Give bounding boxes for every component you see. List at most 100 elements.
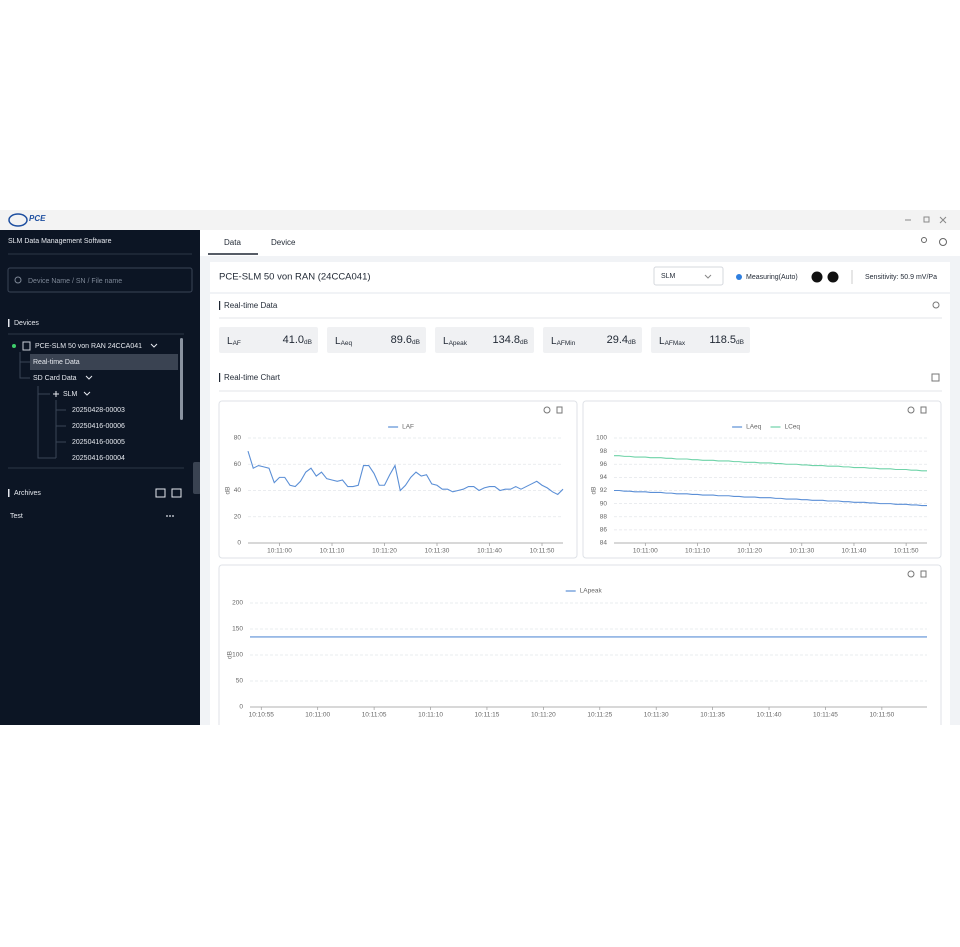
more-menu[interactable] [166, 515, 174, 517]
collapse-handle[interactable] [193, 462, 201, 494]
metric-label: LAeq [335, 336, 353, 347]
y-tick-label: 50 [236, 678, 244, 685]
logo-mark [8, 213, 28, 227]
chevron [704, 274, 712, 279]
add-archive[interactable] [155, 488, 166, 498]
y-tick-label: 60 [234, 461, 242, 468]
chart-delete[interactable] [556, 406, 563, 414]
x-tick-label: 10:11:15 [475, 712, 500, 719]
chevron[interactable] [150, 343, 158, 348]
mode-value: SLM [661, 273, 676, 280]
y-tick-label: 0 [239, 704, 243, 711]
y-tick-label: 100 [232, 652, 243, 659]
chart-panel [582, 400, 942, 559]
metric-reading: 118.5dB [709, 334, 744, 346]
import-archive[interactable] [171, 488, 182, 498]
user-icon[interactable] [921, 237, 927, 243]
series-line [614, 489, 927, 507]
metrics: LAF 41.0dB LAeq 89.6dB LApeak 134.8dB LAFMin 29… [219, 327, 750, 353]
x-tick-label: 10:11:50 [894, 548, 919, 555]
tab[interactable]: Device [271, 238, 296, 247]
metric-symbol: L [443, 336, 449, 347]
x-tick-label: 10:11:30 [644, 712, 669, 719]
file-item[interactable]: 20250416-00006 [72, 423, 125, 430]
tab[interactable]: Data [224, 238, 241, 247]
charts: 0 20 40 60 80 dB 10:11:00 10:11:10 10:11:20 10:11… [225, 424, 927, 719]
x-tick-label: 10:11:00 [305, 712, 330, 719]
metric-subscript: AFMax [665, 340, 686, 347]
online-dot [12, 344, 16, 348]
metric-reading: 89.6dB [391, 334, 420, 346]
device-name[interactable]: PCE-SLM 50 von RAN 24CCA041 [35, 343, 142, 350]
heading-bar [8, 319, 10, 327]
file-item[interactable]: 20250428-00003 [72, 407, 125, 414]
logo: PCE [29, 214, 46, 223]
metric-subscript: AFMin [557, 340, 576, 347]
chart-delete[interactable] [920, 406, 927, 414]
metric-card [651, 327, 750, 353]
chart-settings[interactable] [907, 406, 915, 414]
tab-bar [200, 230, 960, 256]
stop-button[interactable] [827, 271, 839, 283]
x-tick-label: 10:11:45 [813, 712, 838, 719]
maximize[interactable] [923, 216, 930, 223]
mode-select[interactable] [653, 266, 724, 286]
x-tick-label: 10:11:20 [737, 548, 762, 555]
y-tick-label: 20 [234, 513, 242, 520]
x-tick-label: 10:11:10 [320, 548, 345, 555]
x-tick-label: 10:11:30 [789, 548, 814, 555]
pause-button[interactable] [811, 271, 823, 283]
legend-label: LApeak [580, 588, 603, 595]
y-tick-label: 0 [237, 540, 241, 547]
status-dot [736, 274, 742, 280]
tree-item[interactable]: SLM [63, 391, 78, 398]
tree-item[interactable]: Real-time Data [33, 359, 80, 366]
y-tick-label: 150 [232, 626, 243, 633]
chart-delete[interactable] [920, 570, 927, 578]
file-item[interactable]: 20250416-00005 [72, 439, 125, 446]
metric-subscript: Apeak [449, 340, 468, 347]
search-icon [14, 276, 22, 284]
x-tick-label: 10:11:00 [633, 548, 658, 555]
legend-label: LAF [402, 424, 414, 431]
metric-unit: dB [520, 339, 528, 346]
section-title: Real-time Data [224, 301, 278, 310]
metric-reading: 134.8dB [493, 334, 528, 346]
metric-label: LAF [227, 336, 241, 347]
metric-label: LAFMax [659, 336, 686, 347]
heading-bar [8, 489, 10, 497]
y-axis-label: dB [227, 651, 234, 659]
tree-selected [30, 354, 178, 370]
x-tick-label: 10:11:40 [477, 548, 502, 555]
settings-icon[interactable] [939, 238, 947, 246]
y-tick-label: 90 [600, 500, 608, 507]
x-tick-label: 10:11:25 [587, 712, 612, 719]
y-axis-label: dB [225, 487, 232, 495]
y-tick-label: 100 [596, 435, 607, 442]
chevron[interactable] [85, 375, 93, 380]
archive-item[interactable]: Test [10, 513, 23, 520]
metric-value: 134.8 [493, 334, 521, 346]
legend-label: LCeq [785, 424, 801, 431]
export-icon[interactable] [931, 373, 940, 382]
x-tick-label: 10:11:30 [425, 548, 450, 555]
search-box[interactable] [7, 267, 193, 293]
x-tick-label: 10:11:50 [869, 712, 894, 719]
metric-reading: 41.0dB [283, 334, 312, 346]
x-tick-label: 10:11:35 [700, 712, 725, 719]
metric-card [327, 327, 426, 353]
close[interactable] [939, 216, 947, 224]
file-item[interactable]: 20250416-00004 [72, 455, 125, 462]
metric-value: 29.4 [607, 334, 628, 346]
chart-settings[interactable] [543, 406, 551, 414]
chart-settings[interactable] [907, 570, 915, 578]
y-tick-label: 80 [234, 435, 242, 442]
metric-card [435, 327, 534, 353]
settings-icon[interactable] [932, 301, 940, 309]
scrollbar[interactable] [180, 338, 183, 420]
chevron[interactable] [83, 391, 91, 396]
y-tick-label: 84 [600, 540, 608, 547]
x-tick-label: 10:11:40 [842, 548, 867, 555]
tree-item[interactable]: SD Card Data [33, 375, 77, 382]
metric-subscript: AF [233, 340, 241, 347]
